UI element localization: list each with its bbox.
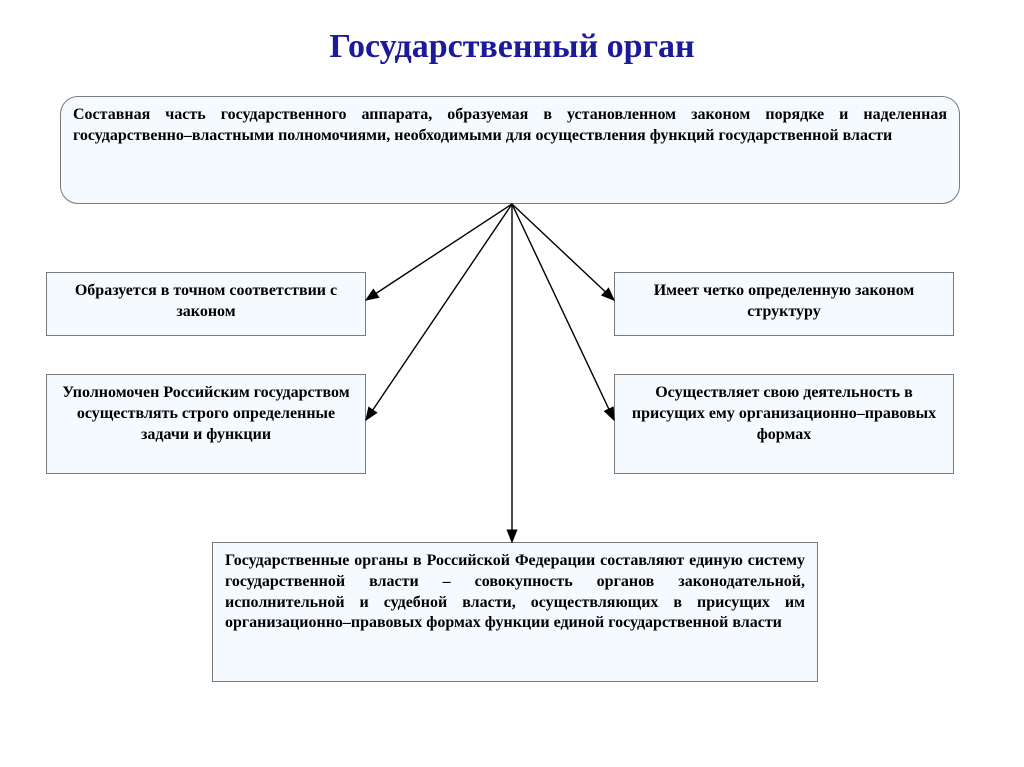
box-left1: Образуется в точном соответствии с закон… bbox=[46, 272, 366, 336]
page-title: Государственный орган bbox=[0, 28, 1024, 66]
box-right1-text: Имеет четко определенную законом структу… bbox=[654, 282, 915, 320]
box-right1: Имеет четко определенную законом структу… bbox=[614, 272, 954, 336]
box-left1-text: Образуется в точном соответствии с закон… bbox=[75, 282, 337, 320]
box-right2-text: Осуществляет свою деятельность в присущи… bbox=[632, 384, 936, 443]
definition-box: Составная часть государственного аппарат… bbox=[60, 96, 960, 204]
box-right2: Осуществляет свою деятельность в присущи… bbox=[614, 374, 954, 474]
box-left2: Уполномочен Российским государством осущ… bbox=[46, 374, 366, 474]
definition-text: Составная часть государственного аппарат… bbox=[73, 106, 947, 144]
box-bottom-text: Государственные органы в Российской Феде… bbox=[225, 552, 805, 631]
box-left2-text: Уполномочен Российским государством осущ… bbox=[62, 384, 349, 443]
box-bottom: Государственные органы в Российской Феде… bbox=[212, 542, 818, 682]
